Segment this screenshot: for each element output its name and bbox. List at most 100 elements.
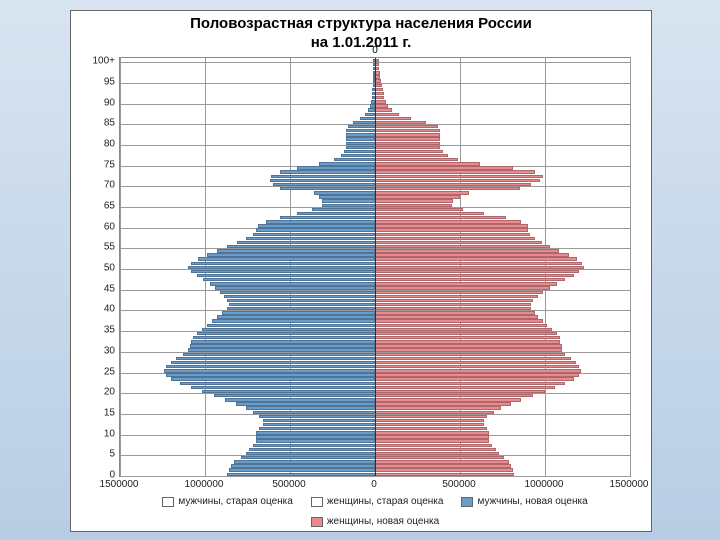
- ytick-label: 10: [75, 428, 115, 439]
- bar-male: [273, 183, 375, 186]
- bar-male: [344, 150, 375, 153]
- bar-female: [375, 286, 550, 289]
- bar-male: [237, 241, 375, 244]
- legend-item: мужчины, новая оценка: [461, 495, 587, 509]
- ytick-label: 60: [75, 221, 115, 232]
- bar-female: [375, 208, 463, 211]
- bar-female: [375, 332, 557, 335]
- ytick-label: 25: [75, 366, 115, 377]
- bar-male: [164, 369, 375, 372]
- bar-male: [353, 121, 375, 124]
- bar-female: [375, 237, 535, 240]
- bar-male: [227, 245, 375, 248]
- bar-male: [346, 146, 375, 149]
- bar-male: [203, 278, 375, 281]
- bar-male: [256, 431, 375, 434]
- bar-male: [334, 158, 375, 161]
- bar-female: [375, 406, 501, 409]
- bar-female: [375, 166, 513, 169]
- ytick-label: 95: [75, 76, 115, 87]
- bar-female: [375, 365, 579, 368]
- bar-female: [375, 137, 440, 140]
- gridline-v: [120, 58, 121, 476]
- bar-male: [229, 468, 375, 471]
- bar-female: [375, 315, 538, 318]
- bar-female: [375, 108, 392, 111]
- bar-male: [166, 373, 375, 376]
- legend-label: женщины, старая оценка: [327, 495, 444, 509]
- bar-female: [375, 324, 547, 327]
- xtick-label: 0: [371, 479, 377, 490]
- bar-female: [375, 121, 426, 124]
- ytick-label: 15: [75, 407, 115, 418]
- bar-male: [231, 464, 376, 467]
- bar-male: [234, 460, 375, 463]
- gridline-h: [120, 476, 630, 477]
- bar-female: [375, 340, 560, 343]
- bar-female: [375, 411, 494, 414]
- bar-male: [171, 377, 375, 380]
- bar-male: [207, 324, 375, 327]
- bar-male: [176, 357, 375, 360]
- ytick-label: 45: [75, 283, 115, 294]
- bar-male: [202, 390, 375, 393]
- bar-female: [375, 216, 506, 219]
- top-zero-label: 0: [372, 45, 378, 56]
- bar-female: [375, 291, 543, 294]
- legend-swatch: [461, 497, 473, 507]
- xtick-label: 1000000: [525, 479, 564, 490]
- bar-male: [256, 228, 375, 231]
- bar-male: [222, 311, 375, 314]
- bar-female: [375, 125, 438, 128]
- title-line-1: Половозрастная структура населения Росси…: [81, 15, 641, 34]
- bar-male: [346, 129, 375, 132]
- bar-male: [197, 274, 376, 277]
- ytick-label: 85: [75, 118, 115, 129]
- bar-female: [375, 460, 509, 463]
- bar-male: [191, 270, 375, 273]
- bar-male: [256, 435, 375, 438]
- legend-label: мужчины, старая оценка: [178, 495, 293, 509]
- bar-male: [256, 439, 375, 442]
- bar-female: [375, 162, 480, 165]
- ytick-label: 80: [75, 138, 115, 149]
- bar-male: [259, 427, 375, 430]
- bar-female: [375, 361, 576, 364]
- ytick-label: 5: [75, 449, 115, 460]
- bar-female: [375, 150, 443, 153]
- bar-male: [225, 398, 375, 401]
- bar-male: [319, 195, 375, 198]
- bar-male: [214, 394, 376, 397]
- bar-female: [375, 402, 511, 405]
- xtick-label: 1500000: [100, 479, 139, 490]
- bar-male: [183, 353, 375, 356]
- bar-male: [280, 216, 375, 219]
- plot-area: [119, 57, 631, 477]
- bar-male: [322, 199, 375, 202]
- bar-female: [375, 328, 552, 331]
- bar-female: [375, 158, 458, 161]
- bar-female: [375, 319, 543, 322]
- bar-male: [191, 386, 375, 389]
- bar-female: [375, 398, 521, 401]
- bar-female: [375, 270, 579, 273]
- bar-female: [375, 369, 581, 372]
- bar-male: [263, 423, 375, 426]
- bar-female: [375, 179, 540, 182]
- bar-female: [375, 353, 565, 356]
- bar-female: [375, 303, 531, 306]
- bar-female: [375, 96, 384, 99]
- ytick-label: 35: [75, 325, 115, 336]
- bar-female: [375, 439, 489, 442]
- bar-female: [375, 84, 382, 87]
- bar-female: [375, 415, 487, 418]
- bar-male: [166, 365, 375, 368]
- bar-female: [375, 249, 559, 252]
- legend: мужчины, старая оценка женщины, старая оц…: [119, 495, 631, 529]
- bar-female: [375, 419, 484, 422]
- bar-male: [341, 154, 375, 157]
- bar-female: [375, 170, 535, 173]
- bar-male: [188, 348, 375, 351]
- bar-female: [375, 468, 513, 471]
- chart-title: Половозрастная структура населения Росси…: [71, 11, 651, 55]
